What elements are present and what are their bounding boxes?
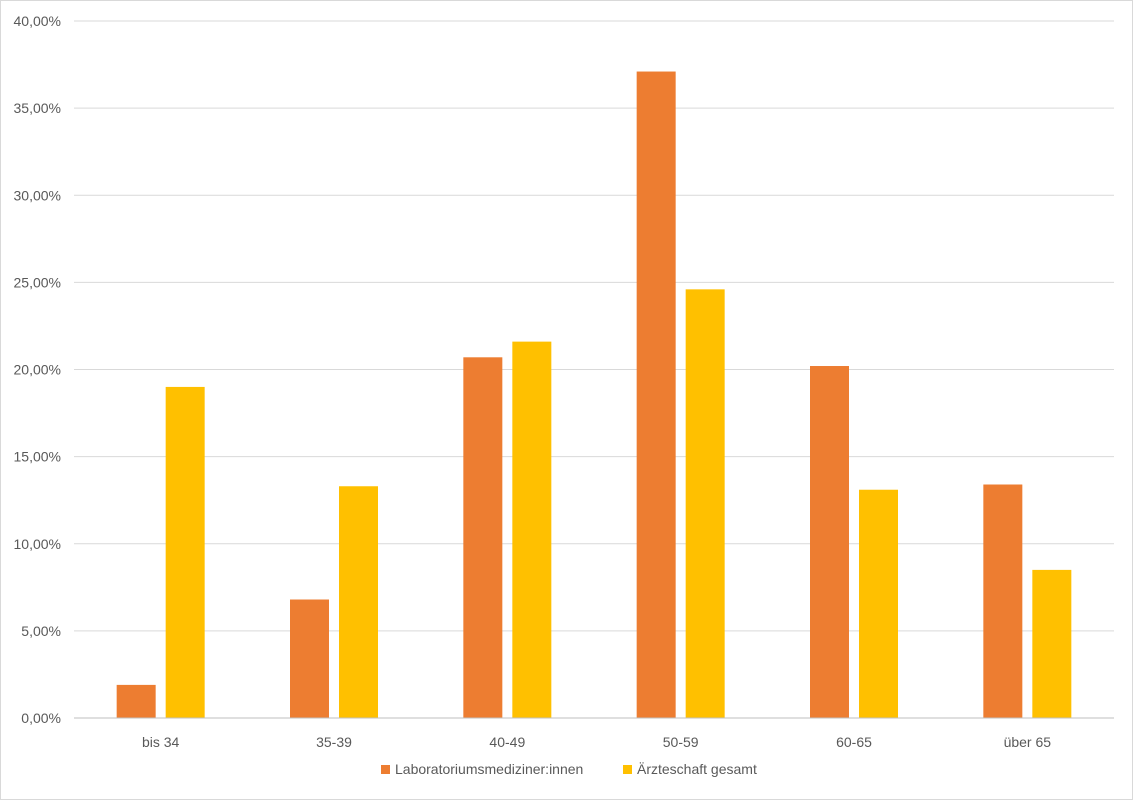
bar-aerzteschaft-2 — [512, 341, 552, 718]
x-tick-label: bis 34 — [142, 734, 180, 750]
y-tick-label: 15,00% — [14, 449, 61, 465]
bar-laboratoriumsmediziner-3 — [636, 71, 676, 719]
bar-aerzteschaft-3 — [685, 289, 725, 718]
bar-laboratoriumsmediziner-1 — [290, 599, 329, 718]
y-tick-label: 25,00% — [14, 274, 61, 290]
bars — [116, 71, 1072, 719]
legend-label: Laboratoriumsmediziner:innen — [395, 761, 583, 777]
x-axis: bis 34 35-39 40-49 50-59 60-65 über 65 — [74, 717, 1114, 750]
bar-aerzteschaft-0 — [165, 386, 205, 718]
x-tick-label: 40-49 — [489, 734, 525, 750]
x-tick-label: 50-59 — [663, 734, 699, 750]
y-tick-label: 20,00% — [14, 362, 61, 378]
x-tick-label: über 65 — [1004, 734, 1052, 750]
legend-swatch — [623, 765, 632, 774]
y-tick-label: 35,00% — [14, 100, 61, 116]
legend-label: Ärzteschaft gesamt — [637, 761, 757, 777]
gridlines — [74, 20, 1114, 719]
bar-laboratoriumsmediziner-2 — [463, 357, 503, 718]
y-tick-label: 0,00% — [21, 710, 61, 726]
y-axis: 0,00% 5,00% 10,00% 15,00% 20,00% 25,00% 30,00%… — [14, 13, 61, 726]
bar-aerzteschaft-4 — [859, 489, 898, 718]
bar-aerzteschaft-5 — [1032, 569, 1072, 718]
legend: Laboratoriumsmediziner:innen Ärzteschaft … — [381, 761, 757, 777]
y-tick-label: 10,00% — [14, 536, 61, 552]
x-tick-label: 35-39 — [316, 734, 352, 750]
bar-aerzteschaft-1 — [339, 486, 378, 718]
y-tick-label: 40,00% — [14, 13, 61, 29]
bar-laboratoriumsmediziner-4 — [810, 366, 849, 718]
y-tick-label: 5,00% — [21, 623, 61, 639]
bar-laboratoriumsmediziner-5 — [983, 484, 1023, 718]
legend-swatch — [381, 765, 390, 774]
bar-laboratoriumsmediziner-0 — [116, 684, 156, 718]
x-tick-label: 60-65 — [836, 734, 872, 750]
y-tick-label: 30,00% — [14, 187, 61, 203]
